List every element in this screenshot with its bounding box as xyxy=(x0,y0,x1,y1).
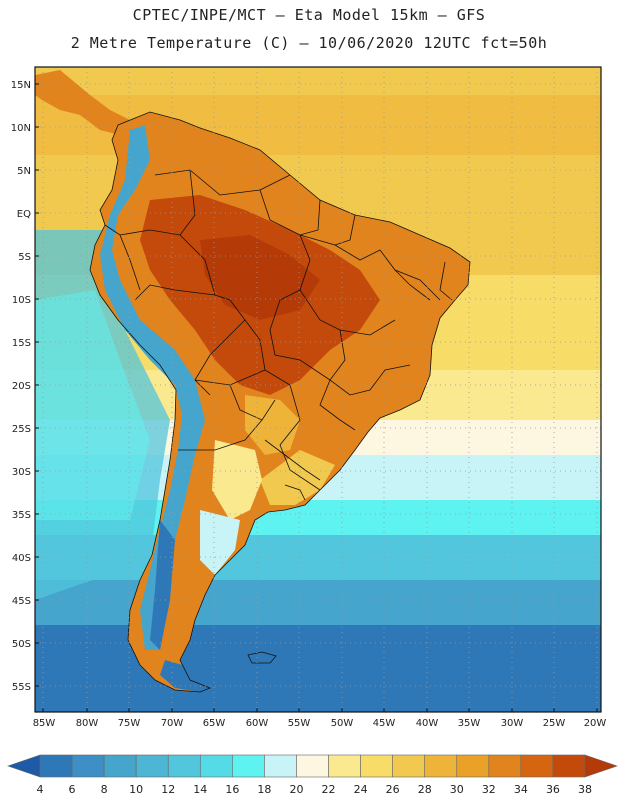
colorbar-swatch xyxy=(199,754,233,778)
lat-label: 15N xyxy=(11,80,31,91)
colorbar-swatch xyxy=(392,754,426,778)
colorbar-swatch xyxy=(264,754,297,778)
map-frame xyxy=(34,66,602,713)
colorbar-swatch xyxy=(328,754,361,778)
ocean-band-polar xyxy=(35,625,601,712)
lat-label: 30S xyxy=(12,467,31,478)
colorbar-label: 26 xyxy=(386,783,400,796)
colorbar-swatch xyxy=(103,754,137,778)
patagonia-north-zone xyxy=(200,510,240,575)
lon-label: 85W xyxy=(33,718,56,729)
lat-label: 5S xyxy=(18,252,31,263)
falkland-islands xyxy=(247,651,277,664)
colorbar-swatch xyxy=(232,754,265,778)
colorbar-label: 30 xyxy=(450,783,464,796)
colorbar-swatch xyxy=(71,754,105,778)
lat-label: 20S xyxy=(12,381,31,392)
colorbar-swatch xyxy=(296,754,329,778)
lon-label: 45W xyxy=(373,718,396,729)
colorbar-swatch xyxy=(167,754,201,778)
colorbar-label: 16 xyxy=(225,783,239,796)
colorbar-label: 24 xyxy=(354,783,368,796)
lon-label: 70W xyxy=(161,718,184,729)
paraguay-warm-zone xyxy=(245,395,300,455)
colorbar-label: 12 xyxy=(161,783,175,796)
lat-label: 50S xyxy=(12,639,31,650)
colorbar-swatch xyxy=(520,754,554,778)
colorbar: 4 6 8 10 12 14 16 18 20 22 24 26 28 30 32 34 36 38 xyxy=(7,754,618,796)
colorbar-swatch xyxy=(552,754,586,778)
colorbar-max-arrow xyxy=(584,754,618,778)
lat-label: EQ xyxy=(17,209,31,220)
colorbar-label: 4 xyxy=(37,783,44,796)
colorbar-min-arrow xyxy=(7,754,41,778)
colorbar-label: 20 xyxy=(289,783,303,796)
colorbar-swatch xyxy=(424,754,458,778)
longitude-labels: 85W 80W 75W 70W 65W 60W 55W 50W 45W 40W … xyxy=(33,718,607,729)
central-america-land xyxy=(35,70,150,135)
tierra-del-fuego xyxy=(160,660,222,692)
lon-label: 35W xyxy=(458,718,481,729)
andes-cold-spine xyxy=(100,125,205,650)
lat-label: 40S xyxy=(12,553,31,564)
lat-label: 55S xyxy=(12,682,31,693)
colorbar-label: 6 xyxy=(69,783,76,796)
lat-label: 5N xyxy=(17,166,31,177)
southern-andes-coldest xyxy=(150,520,175,650)
colorbar-label: 38 xyxy=(578,783,592,796)
colorbar-label: 10 xyxy=(129,783,143,796)
uruguay-warm-zone xyxy=(260,450,335,505)
pacific-cool-inner xyxy=(35,290,150,520)
lat-label: 25S xyxy=(12,424,31,435)
colorbar-swatch xyxy=(488,754,522,778)
colorbar-label: 8 xyxy=(101,783,108,796)
lat-label: 45S xyxy=(12,596,31,607)
colorbar-swatch xyxy=(360,754,393,778)
lon-label: 30W xyxy=(501,718,524,729)
colorbar-label: 34 xyxy=(514,783,528,796)
colorbar-label: 22 xyxy=(322,783,336,796)
lon-label: 60W xyxy=(246,718,269,729)
chart-title-line-1: CPTEC/INPE/MCT – Eta Model 15km – GFS xyxy=(132,6,486,24)
lon-label: 25W xyxy=(543,718,566,729)
latitude-labels: 15N 10N 5N EQ 5S 10S 15S 20S 25S 30S 35S… xyxy=(11,80,31,693)
lat-label: 10N xyxy=(11,123,31,134)
colorbar-swatch xyxy=(456,754,490,778)
colorbar-label: 18 xyxy=(257,783,271,796)
lon-label: 65W xyxy=(203,718,226,729)
colorbar-swatch xyxy=(135,754,169,778)
colorbar-label: 28 xyxy=(418,783,432,796)
colorbar-label: 14 xyxy=(193,783,207,796)
lon-label: 50W xyxy=(331,718,354,729)
ocean-band-colder xyxy=(35,580,601,630)
country-borders xyxy=(89,111,471,693)
colorbar-label: 36 xyxy=(546,783,560,796)
lon-label: 55W xyxy=(288,718,311,729)
lat-label: 10S xyxy=(12,295,31,306)
lat-label: 35S xyxy=(12,510,31,521)
pampas-mild-zone xyxy=(212,440,262,520)
lon-label: 20W xyxy=(584,718,607,729)
lon-label: 40W xyxy=(416,718,439,729)
lon-label: 80W xyxy=(76,718,99,729)
axis-ticks xyxy=(35,83,598,712)
lon-label: 75W xyxy=(118,718,141,729)
colorbar-label: 32 xyxy=(482,783,496,796)
colorbar-swatch xyxy=(39,754,73,778)
map-canvas xyxy=(35,67,601,712)
chart-title-line-2: 2 Metre Temperature (C) – 10/06/2020 12U… xyxy=(70,34,548,52)
lat-label: 15S xyxy=(12,338,31,349)
